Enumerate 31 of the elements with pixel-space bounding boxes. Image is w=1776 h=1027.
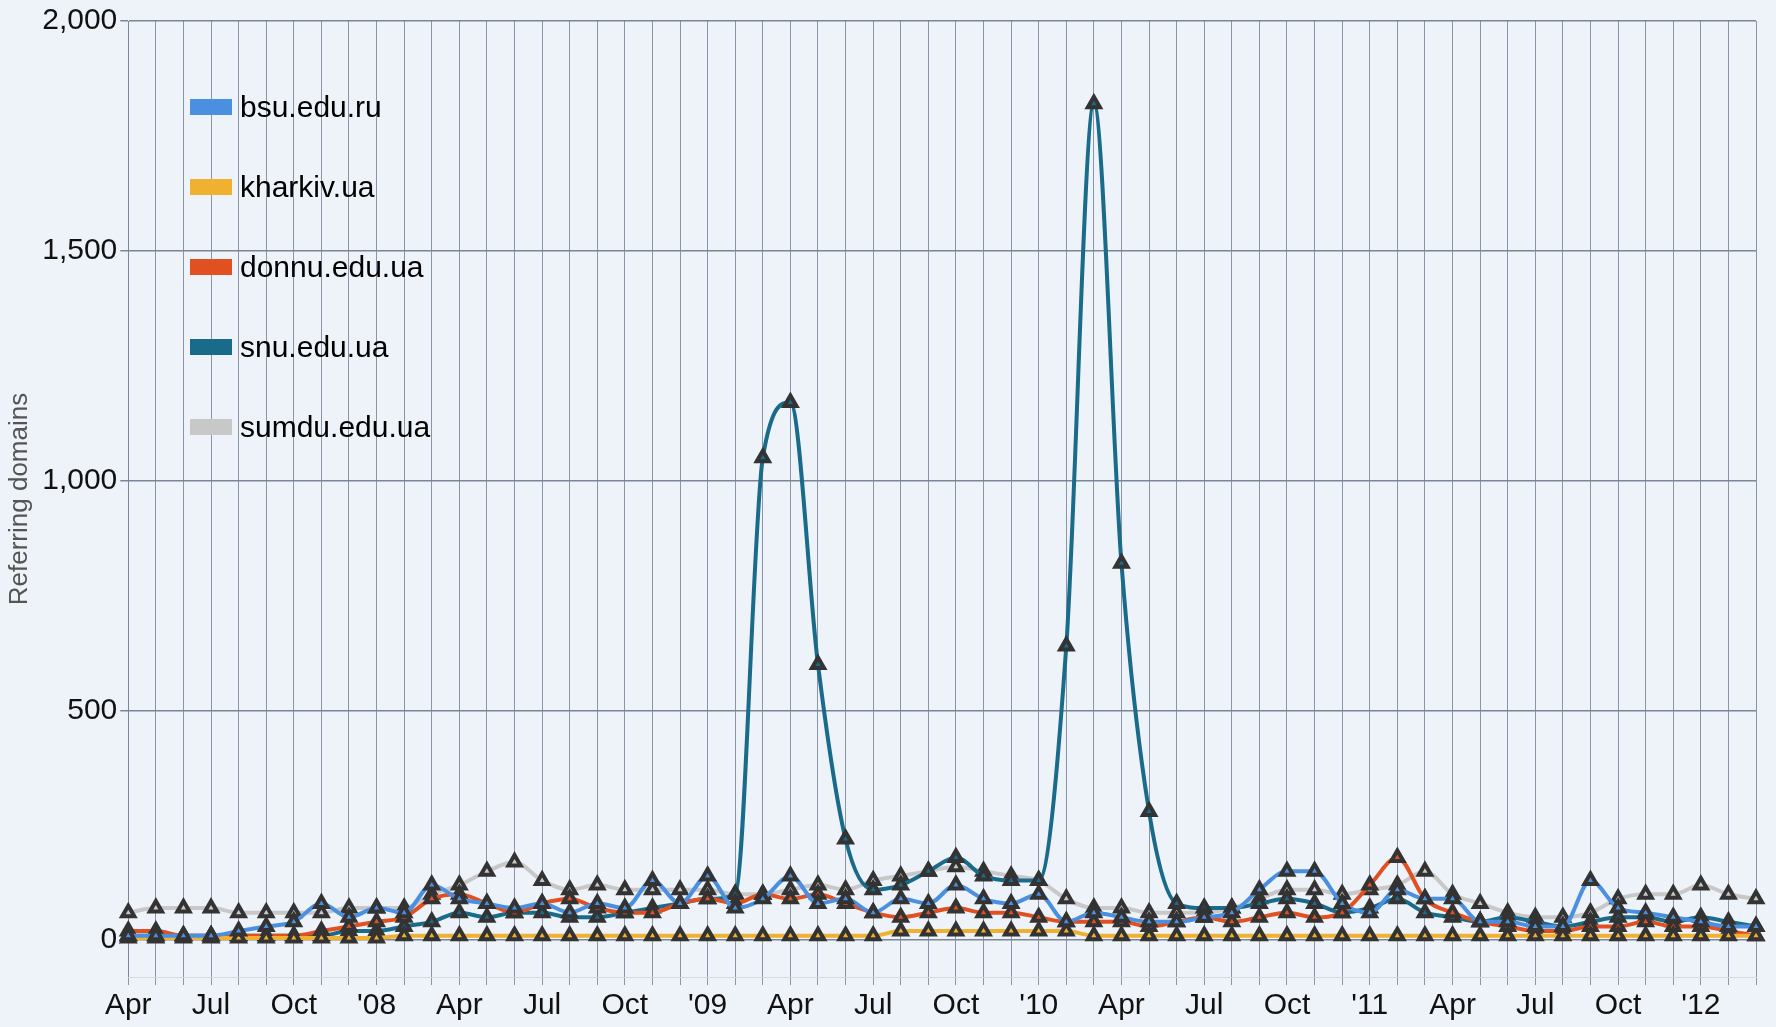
x-tick-label: Jul	[191, 987, 231, 1021]
y-tick-label: 1,000	[42, 461, 118, 495]
x-tick-label: Jul	[1185, 987, 1224, 1021]
x-tick-label: Apr	[104, 987, 152, 1021]
x-tick-label: Jul	[522, 987, 562, 1021]
x-tick-label: Jul	[853, 987, 893, 1021]
y-tick-label: 500	[67, 691, 118, 725]
legend-label: donnu.edu.ua	[240, 250, 424, 284]
legend-label: bsu.edu.ru	[240, 90, 382, 124]
x-tick-label: Apr	[435, 987, 483, 1021]
legend-label: snu.edu.ua	[240, 330, 389, 364]
y-tick-label: 2,000	[42, 2, 118, 36]
x-tick-label: Oct	[601, 987, 649, 1021]
legend-label: kharkiv.ua	[240, 170, 375, 204]
x-tick-label: Jul	[1516, 987, 1555, 1021]
x-tick-label: Apr	[767, 987, 814, 1021]
y-tick-label: 0	[100, 921, 118, 955]
y-axis-title: Referring domains	[2, 392, 33, 606]
x-tick-label: Oct	[1263, 987, 1311, 1021]
x-tick-label: '08	[357, 987, 397, 1021]
legend-label: sumdu.edu.ua	[240, 410, 431, 444]
x-tick-label: Oct	[1594, 987, 1643, 1021]
x-tick-label: '12	[1681, 987, 1721, 1021]
x-tick-label: Apr	[1098, 987, 1145, 1021]
x-tick-label: Oct	[270, 987, 318, 1021]
x-tick-label: '11	[1351, 987, 1389, 1021]
x-tick-label: '09	[688, 987, 728, 1021]
x-tick-label: Oct	[932, 987, 980, 1021]
x-tick-label: '10	[1019, 987, 1059, 1021]
x-tick-label: Apr	[1429, 987, 1476, 1021]
y-tick-label: 1,500	[42, 232, 118, 266]
